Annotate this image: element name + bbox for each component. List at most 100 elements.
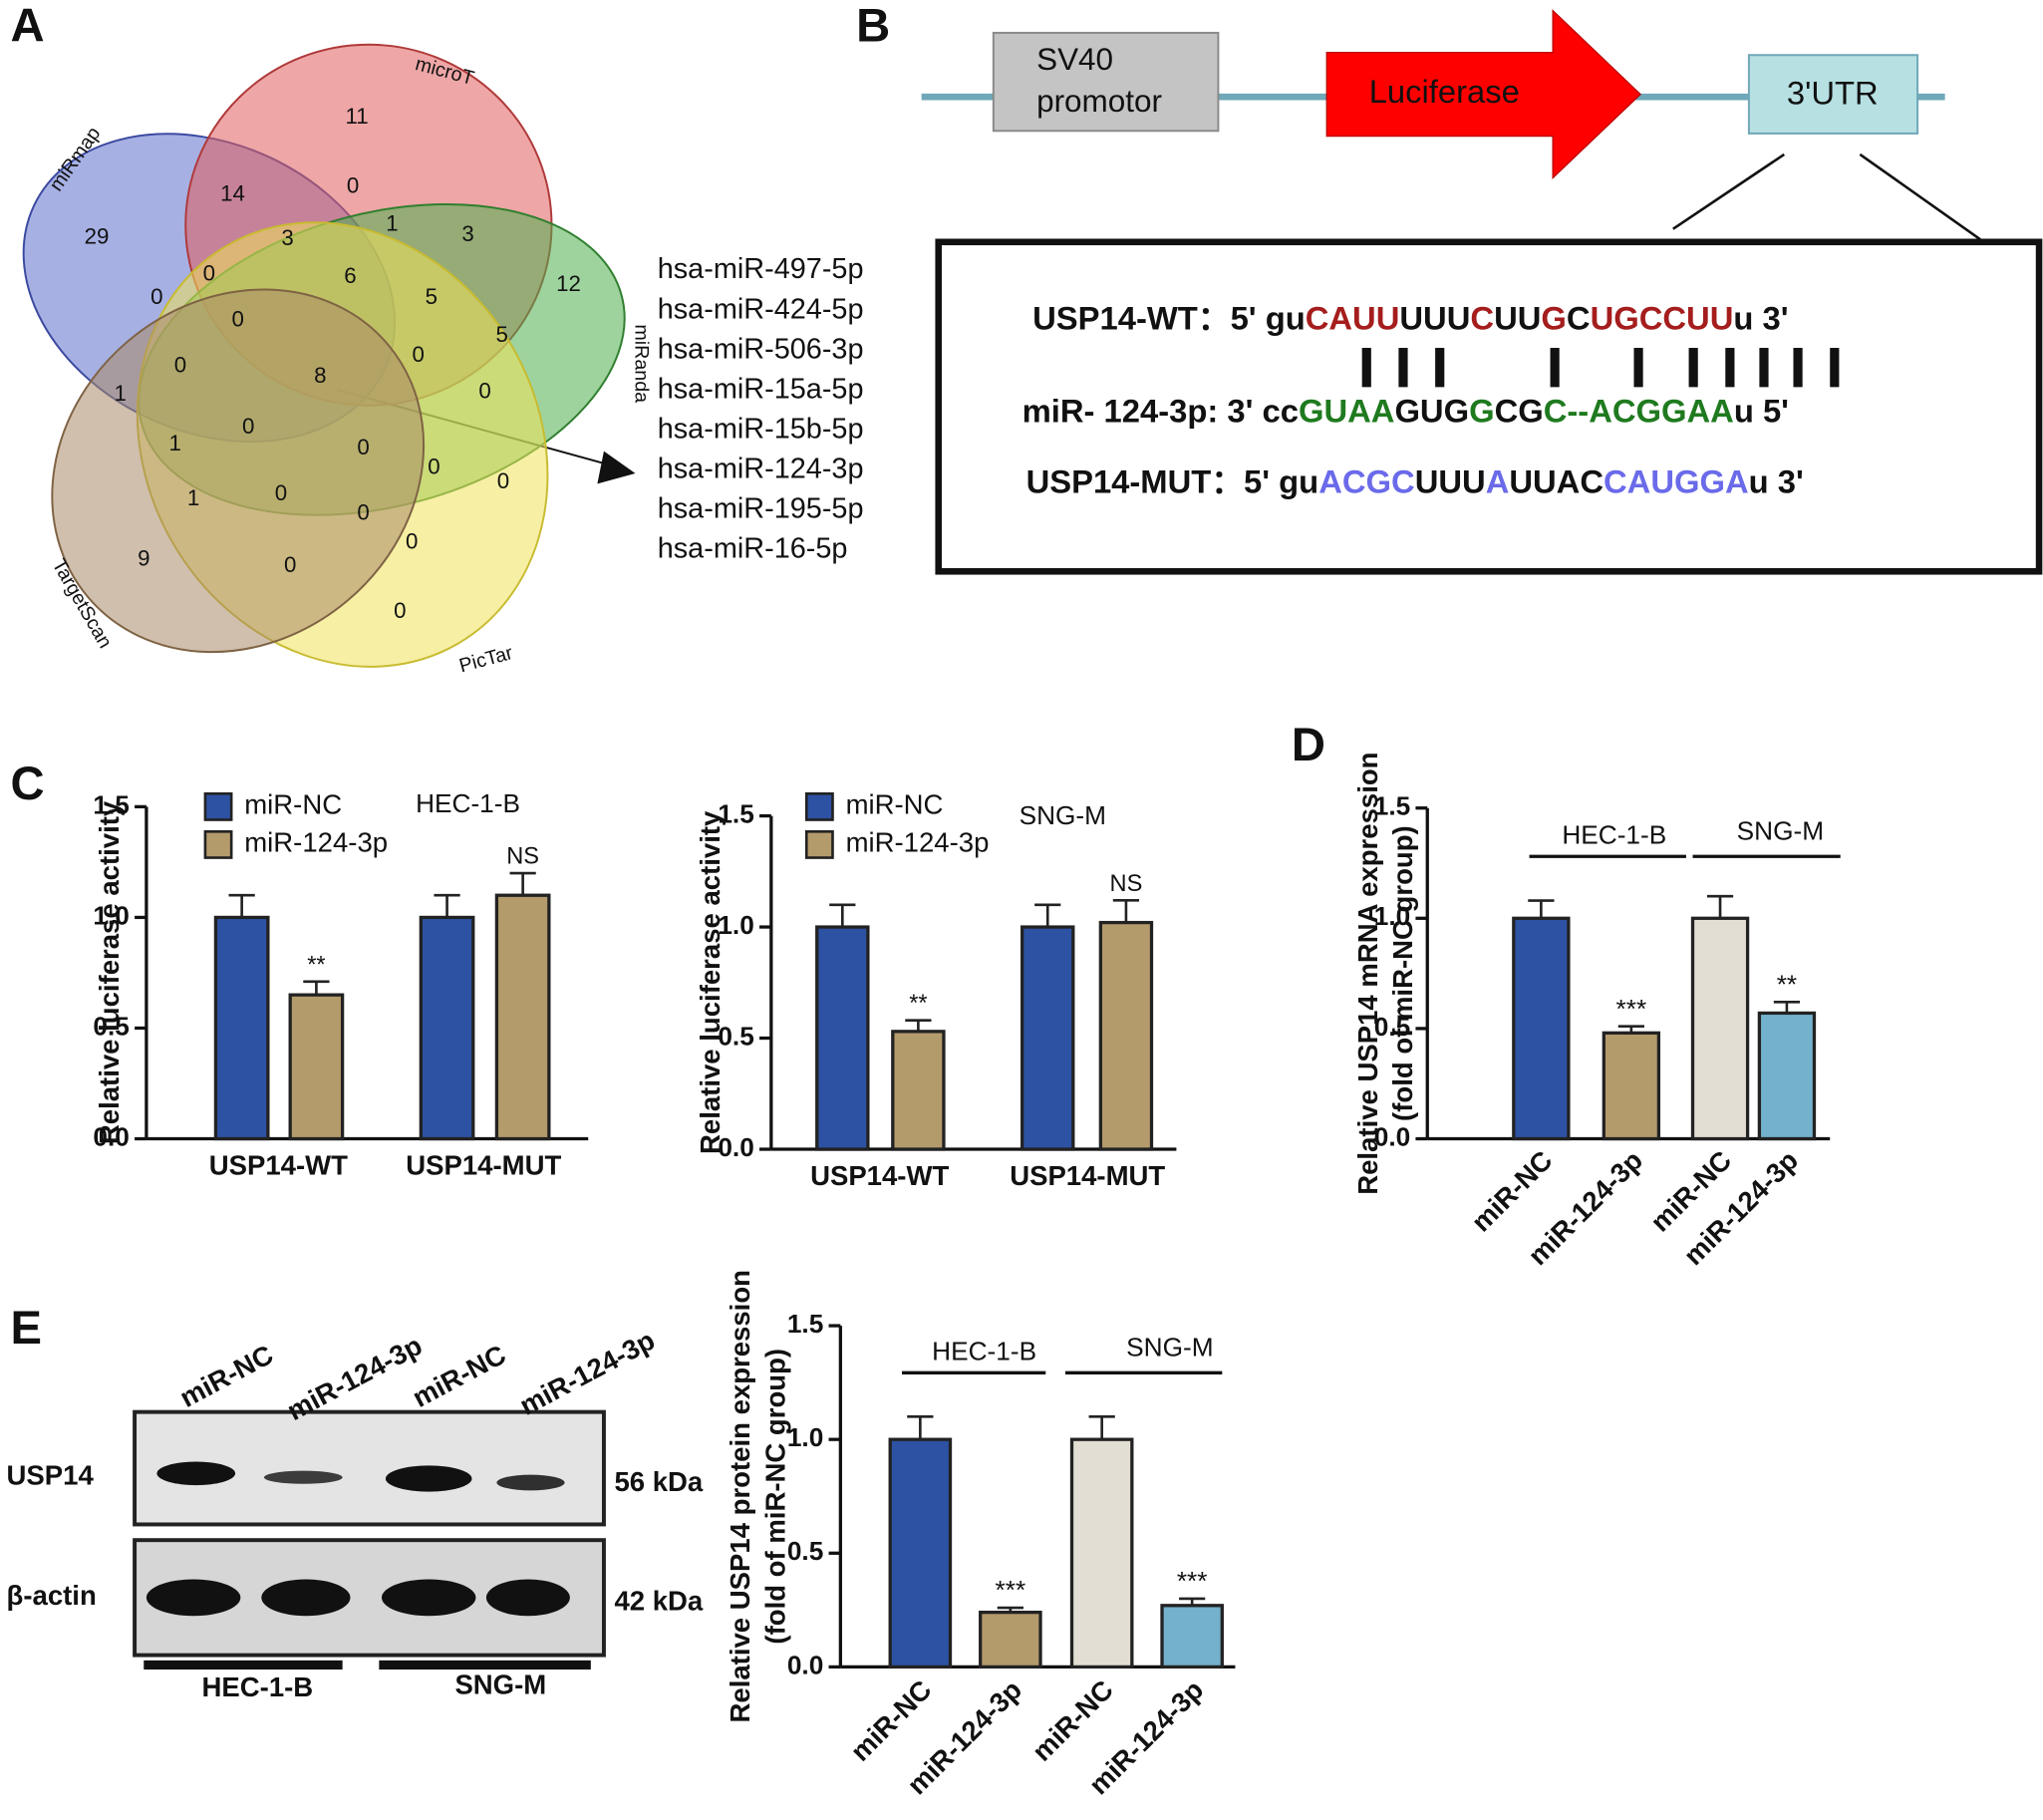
significance-label: *** [1177,1566,1208,1596]
venn-set [51,288,426,654]
legend-swatch [203,791,233,821]
promoter-label: SV40 [1036,42,1113,77]
venn-count: 0 [347,173,359,198]
chart-subtitle: HEC-1-B [416,788,520,818]
venn-count: 1 [187,485,199,510]
y-axis-label: Relative USP14 mRNA expression [1352,752,1383,1194]
error-bar [907,1415,934,1440]
error-bar [829,903,856,928]
bar [1512,916,1571,1141]
bar [1160,1604,1224,1669]
bar [891,1030,946,1151]
legend-label: miR-NC [846,789,944,820]
y-tick-label: 1.0 [718,910,753,940]
panel-letter: C [10,758,44,810]
legend-label: miR-124-3p [846,827,990,858]
panel-letter: D [1292,719,1325,771]
venn-count: 1 [386,211,398,236]
protein-label: β-actin [7,1580,97,1611]
error-bar [1617,1025,1644,1034]
sequence-segment: UGCCUU [1591,299,1734,336]
utr-label: 3'UTR [1787,75,1879,112]
sequence-segment: A [1486,462,1510,499]
bar [979,1610,1042,1669]
legend-swatch [804,791,834,821]
gene-label: Luciferase [1369,73,1520,110]
y-tick-label: 1.5 [93,789,129,819]
luciferase-arrow [1325,9,1641,180]
venn-count: 5 [495,322,507,347]
sequence-segment: GUAA [1299,392,1394,429]
venn-count: 0 [150,284,162,309]
bar [419,915,475,1141]
y-tick-label: 0.0 [1374,1121,1410,1151]
sequence-row: USP14-WT：5' guCAUUUUUCUUGCUGCCUUu 3' [1032,299,1788,336]
y-tick-label: 1.5 [718,798,753,828]
group-label: HEC-1-B [932,1337,1036,1366]
venn-count: 0 [406,528,418,553]
chart-subtitle: SNG-M [1020,800,1106,830]
bar [1602,1031,1661,1141]
sequence-segment: GUG [1394,392,1469,429]
venn-count: 0 [497,468,509,493]
y-axis-label: (fold of miR-NC group) [760,1349,791,1645]
significance-label: *** [996,1575,1026,1605]
significance-label: NS [1110,871,1143,897]
bar [815,925,870,1151]
panel-letter: A [10,0,44,52]
y-tick-label: 0.5 [787,1536,823,1566]
sequence-segment: u 3' [1733,299,1788,336]
sequence-row: USP14-MUT：5' guACGCUUUAUUACCAUGGAu 3' [1026,462,1804,499]
venn-count: 0 [275,480,287,505]
error-bar [434,893,460,918]
y-tick-label: 1.0 [787,1422,823,1452]
sequence-segment: USP14-WT：5' gu [1032,299,1306,336]
sequence-segment: UUAC [1509,462,1604,499]
sequence-segment: C [1470,299,1494,336]
venn-count: 0 [284,552,296,577]
sequence-segment: UUU [1399,299,1470,336]
legend-swatch [804,829,834,859]
significance-label: ** [1777,970,1797,1000]
error-bar [1706,894,1734,919]
sequence-segment: G [1541,299,1567,336]
venn-count: 0 [232,306,244,331]
y-tick-label: 1.5 [787,1309,823,1339]
venn-count: 1 [169,431,181,455]
error-bar [1088,1415,1115,1440]
error-bar [905,1019,932,1032]
sequence-segment: miR- 124-3p: 3' cc [1022,392,1299,429]
group-label: HEC-1-B [1562,819,1666,849]
y-axis-label: Relative luciferase activity [94,800,125,1144]
venn-count: 0 [394,598,406,623]
sequence-box [935,238,2043,575]
mirna-name: hsa-miR-497-5p [658,253,864,285]
venn-count: 3 [461,221,473,246]
utr-box [1747,54,1919,135]
sequence-segment: u 5' [1734,392,1789,429]
mirna-name: hsa-miR-424-5p [658,293,864,325]
size-label: 42 kDa [614,1585,703,1616]
error-bar [1034,903,1061,928]
sequence-segment: G [1469,392,1495,429]
error-bar [1773,1001,1801,1014]
venn-count: 0 [428,455,439,479]
y-tick-label: 0.5 [1374,1012,1410,1042]
venn-count: 0 [478,379,490,404]
bar [1098,920,1154,1151]
promoter-box [992,31,1220,133]
legend-label: miR-124-3p [244,827,388,858]
x-tick-label: USP14-MUT [406,1150,561,1181]
panel-letter: E [10,1302,41,1355]
y-tick-label: 0.0 [718,1132,753,1162]
group-label: HEC-1-B [202,1671,314,1702]
venn-count: 8 [314,363,326,388]
x-tick-label: USP14-WT [810,1160,949,1191]
sequence-segment: C [1567,299,1591,336]
y-tick-label: 0.0 [787,1650,823,1679]
venn-count: 29 [85,224,110,249]
group-bar [144,1660,343,1670]
y-tick-label: 0.5 [93,1011,129,1041]
